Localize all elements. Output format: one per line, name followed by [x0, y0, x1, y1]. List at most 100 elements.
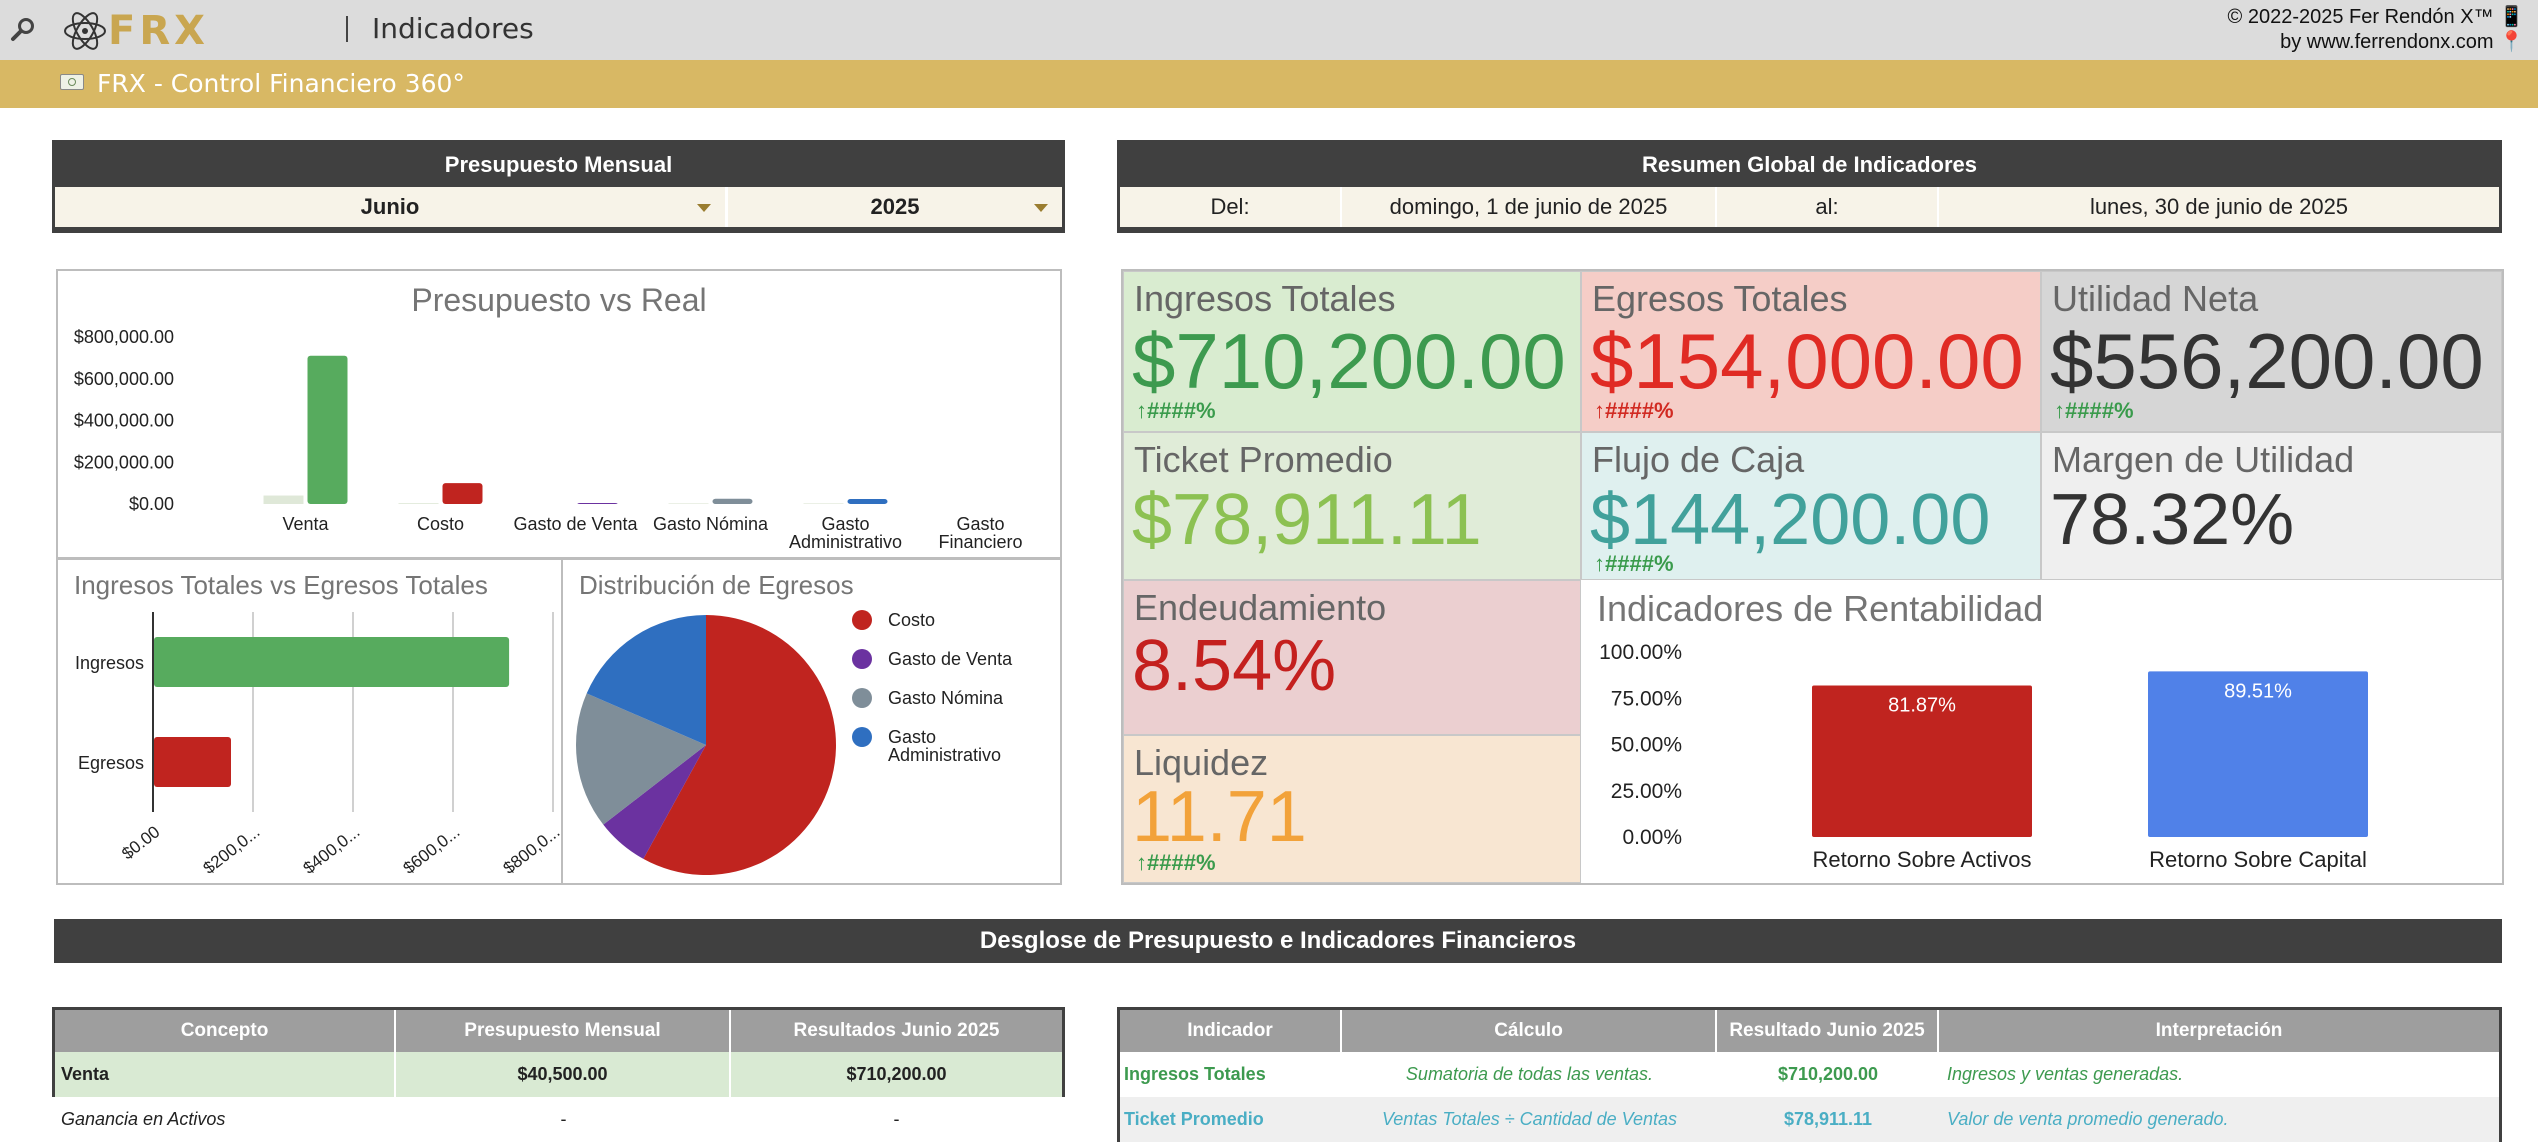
chart-title: Indicadores de Rentabilidad	[1597, 588, 2043, 629]
kpi-label: Ingresos Totales	[1134, 278, 1396, 319]
date-range: Del: domingo, 1 de junio de 2025 al: lun…	[1120, 187, 2499, 227]
pie-slice	[586, 615, 706, 745]
data-label: 81.87%	[1888, 695, 1956, 717]
presupuesto-selectors: Junio 2025	[55, 187, 1062, 227]
budget-bar	[803, 503, 844, 504]
kpi-liquidez: Liquidez 11.71 ↑####%	[1123, 735, 1581, 883]
distribucion-egresos-chart: Distribución de Egresos Costo Gasto de Ven…	[561, 558, 1062, 885]
kpi-value: $144,200.00	[1590, 480, 1991, 560]
rentabilidad-chart: Indicadores de Rentabilidad 0.00% 25.00% 50…	[1582, 581, 2502, 883]
cell-resultado: -	[893, 1109, 900, 1129]
y-tick-label: Egresos	[78, 753, 144, 773]
cell-calculo: Ventas Totales ÷ Cantidad de Ventas	[1381, 1109, 1678, 1129]
bar	[2148, 671, 2368, 837]
y-tick-label: 25.00%	[1611, 780, 1682, 803]
y-tick-label: $200,000.00	[74, 452, 174, 472]
legend-label: Gasto Nómina	[888, 688, 1004, 708]
table-header: Concepto Presupuesto Mensual Resultados …	[52, 1007, 1065, 1052]
x-tick-label: Retorno Sobre Activos	[1813, 847, 2032, 872]
kpi-trend-value: ####%	[1147, 398, 1216, 423]
table-row: Ingresos Totales Sumatoria de todas las …	[1117, 1052, 2502, 1097]
kpi-value: $78,911.11	[1132, 480, 1482, 560]
subtitle-bar: FRX - Control Financiero 360°	[0, 60, 2538, 108]
resumen-box: Resumen Global de Indicadores Del: domin…	[1117, 140, 2502, 233]
al-label: al:	[1717, 187, 1939, 227]
kpi-label: Utilidad Neta	[2052, 278, 2259, 319]
col-calculo: Cálculo	[1342, 1010, 1717, 1052]
kpi-value: $556,200.00	[2050, 317, 2484, 405]
kpi-value: 78.32%	[2050, 480, 2295, 560]
indicadores-table: Indicador Cálculo Resultado Junio 2025 I…	[1117, 1007, 2502, 1148]
legend-label: Gasto	[888, 727, 936, 747]
month-select[interactable]: Junio	[55, 187, 728, 227]
kpi-flujo-de-caja: Flujo de Caja $144,200.00 ↑####%	[1581, 432, 2041, 580]
copyright-line-2[interactable]: by www.ferrendonx.com 📍	[2280, 31, 2524, 53]
col-concepto: Concepto	[55, 1010, 396, 1052]
x-tick-label: $800,0...	[500, 822, 561, 878]
legend-dot	[852, 688, 872, 708]
desglose-header: Desglose de Presupuesto e Indicadores Fi…	[54, 919, 2502, 963]
kpi-trend: ↑####%	[1594, 551, 1674, 577]
bar	[154, 637, 510, 687]
x-tick-label: Gasto Nómina	[653, 514, 769, 534]
cell-indicador: Ticket Promedio	[1124, 1109, 1264, 1129]
rentabilidad-svg: Indicadores de Rentabilidad 0.00% 25.00% 50…	[1597, 588, 2368, 872]
chevron-down-icon[interactable]	[1034, 204, 1048, 212]
chart-title: Distribución de Egresos	[579, 570, 854, 600]
ingresos-vs-egresos-svg: Ingresos Totales vs Egresos Totales $0.00…	[74, 570, 563, 878]
kpi-label: Margen de Utilidad	[2052, 439, 2355, 480]
year-select[interactable]: 2025	[728, 187, 1062, 227]
kpi-endeudamiento: Endeudamiento 8.54%	[1123, 580, 1581, 735]
y-tick-label: 75.00%	[1611, 687, 1682, 710]
legend-label: Administrativo	[888, 745, 1001, 765]
col-resultado: Resultado Junio 2025	[1717, 1010, 1939, 1052]
budget-bar	[668, 503, 709, 504]
presupuesto-vs-real-chart: Presupuesto vs Real $0.00 $200,000.00 $400,…	[56, 269, 1062, 559]
cell-concepto: Venta	[55, 1052, 396, 1097]
year-value: 2025	[870, 194, 920, 219]
del-label: Del:	[1120, 187, 1342, 227]
x-tick-label: Costo	[417, 514, 464, 534]
col-resultados: Resultados Junio 2025	[793, 1020, 1000, 1041]
arrow-up-icon: ↑	[1594, 398, 1605, 423]
resumen-header: Resumen Global de Indicadores	[1120, 143, 2499, 187]
arrow-up-icon: ↑	[2054, 398, 2065, 423]
del-date[interactable]: domingo, 1 de junio de 2025	[1342, 187, 1717, 227]
al-date[interactable]: lunes, 30 de junio de 2025	[2089, 194, 2349, 219]
kpi-value: $154,000.00	[1590, 317, 2024, 405]
kpi-trend-value: ####%	[1147, 850, 1216, 875]
chart-title: Presupuesto vs Real	[411, 282, 706, 318]
actual-bar	[577, 502, 618, 504]
table-row: Ticket Promedio Ventas Totales ÷ Cantida…	[1117, 1097, 2502, 1142]
magnifier-icon[interactable]	[10, 16, 36, 42]
kpi-utilidad-neta: Utilidad Neta $556,200.00 ↑####%	[2041, 271, 2502, 432]
x-tick-label: $400,0...	[300, 822, 364, 878]
kpi-grid	[1121, 269, 2504, 885]
presupuesto-vs-real-svg: Presupuesto vs Real $0.00 $200,000.00 $400,…	[74, 282, 1023, 552]
table-row: Venta $40,500.00 $710,200.00	[52, 1052, 1065, 1097]
distribucion-egresos-svg: Distribución de Egresos Costo Gasto de Ven…	[576, 570, 1013, 875]
presupuesto-header: Presupuesto Mensual	[55, 143, 1062, 187]
legend-dot	[852, 727, 872, 747]
y-tick-label: $600,000.00	[74, 369, 174, 389]
y-tick-label: 0.00%	[1622, 826, 1682, 849]
cell-concepto: Ganancia en Activos	[61, 1109, 226, 1129]
data-label: 89.51%	[2224, 680, 2292, 702]
chevron-down-icon[interactable]	[697, 204, 711, 212]
arrow-up-icon: ↑	[1136, 850, 1147, 875]
cell-resultado: $710,200.00	[1777, 1064, 1879, 1084]
title-divider	[346, 16, 348, 42]
kpi-trend-value: ####%	[1605, 398, 1674, 423]
x-tick-label: Retorno Sobre Capital	[2149, 847, 2367, 872]
kpi-trend: ↑####%	[2054, 398, 2134, 424]
legend-dot	[852, 649, 872, 669]
kpi-value: $710,200.00	[1132, 317, 1566, 405]
bar	[154, 737, 231, 787]
legend-label: Costo	[888, 610, 935, 630]
x-tick-label: $0.00	[118, 822, 163, 863]
bar	[1812, 685, 2032, 837]
col-interpretacion: Interpretación	[2155, 1020, 2283, 1041]
table-row: Ganancia en Activos - -	[52, 1097, 1065, 1142]
kpi-margen-de-utilidad: Margen de Utilidad 78.32%	[2041, 432, 2502, 580]
cell-presupuesto: $40,500.00	[396, 1052, 731, 1097]
